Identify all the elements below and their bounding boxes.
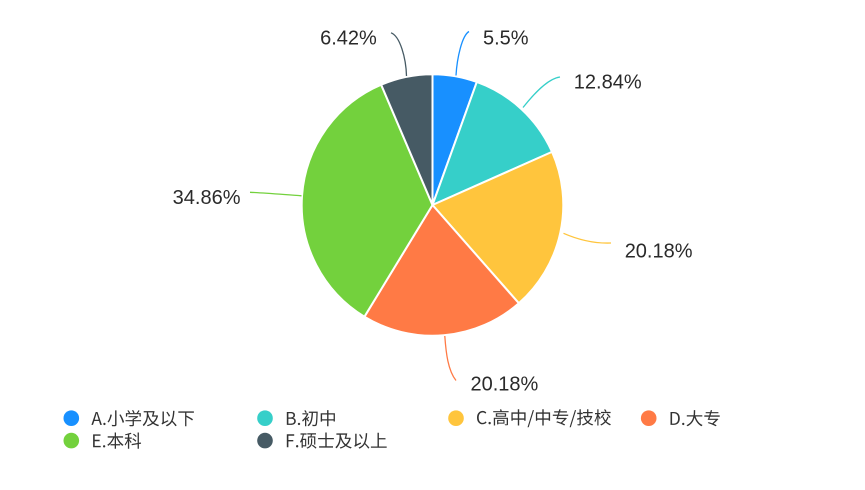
svg-text:20.18%: 20.18% xyxy=(625,241,693,263)
svg-text:5.5%: 5.5% xyxy=(483,27,529,49)
svg-text:20.18%: 20.18% xyxy=(471,374,539,396)
svg-text:12.84%: 12.84% xyxy=(574,72,642,94)
svg-text:34.86%: 34.86% xyxy=(173,187,241,209)
svg-text:6.42%: 6.42% xyxy=(320,28,377,50)
